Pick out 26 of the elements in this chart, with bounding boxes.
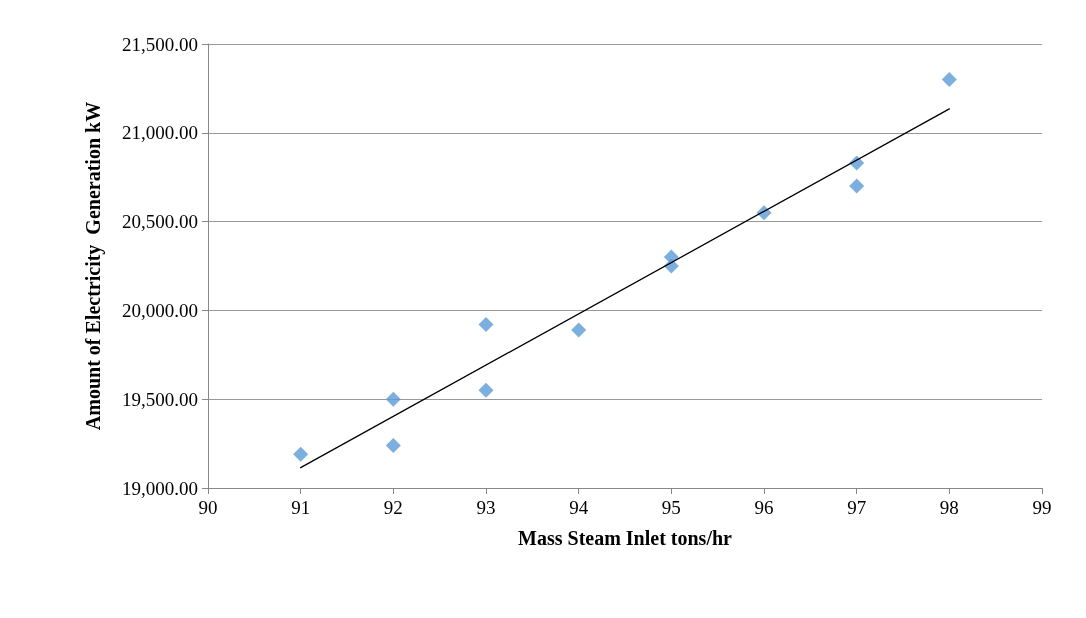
point bbox=[571, 322, 587, 338]
x-tick-label: 96 bbox=[754, 497, 774, 518]
point bbox=[385, 437, 401, 453]
x-tick-label: 99 bbox=[1032, 497, 1052, 518]
x-tick-label: 90 bbox=[198, 497, 218, 518]
x-tick-label: 91 bbox=[291, 497, 311, 518]
y-tick-label: 21,000.00 bbox=[122, 122, 198, 144]
point bbox=[849, 178, 865, 194]
x-tick-label: 93 bbox=[476, 497, 496, 518]
y-tick-label: 20,500.00 bbox=[122, 211, 198, 233]
x-tick-label: 97 bbox=[847, 497, 867, 518]
point bbox=[478, 382, 494, 398]
y-axis-title: Amount of Electricity Generation kW bbox=[82, 101, 105, 431]
point bbox=[478, 317, 494, 333]
x-tick-label: 92 bbox=[383, 497, 403, 518]
point bbox=[293, 446, 309, 462]
x-tick-label: 95 bbox=[661, 497, 681, 518]
y-tick-label: 19,000.00 bbox=[122, 477, 198, 499]
point bbox=[385, 391, 401, 407]
y-tick-label: 21,500.00 bbox=[122, 33, 198, 55]
y-tick-label: 19,500.00 bbox=[122, 388, 198, 410]
point bbox=[941, 72, 957, 88]
x-tick-label: 98 bbox=[939, 497, 959, 518]
y-tick-label: 20,000.00 bbox=[122, 299, 198, 321]
x-tick-label: 94 bbox=[569, 497, 589, 518]
x-axis-title: Mass Steam Inlet tons/hr bbox=[518, 527, 733, 549]
